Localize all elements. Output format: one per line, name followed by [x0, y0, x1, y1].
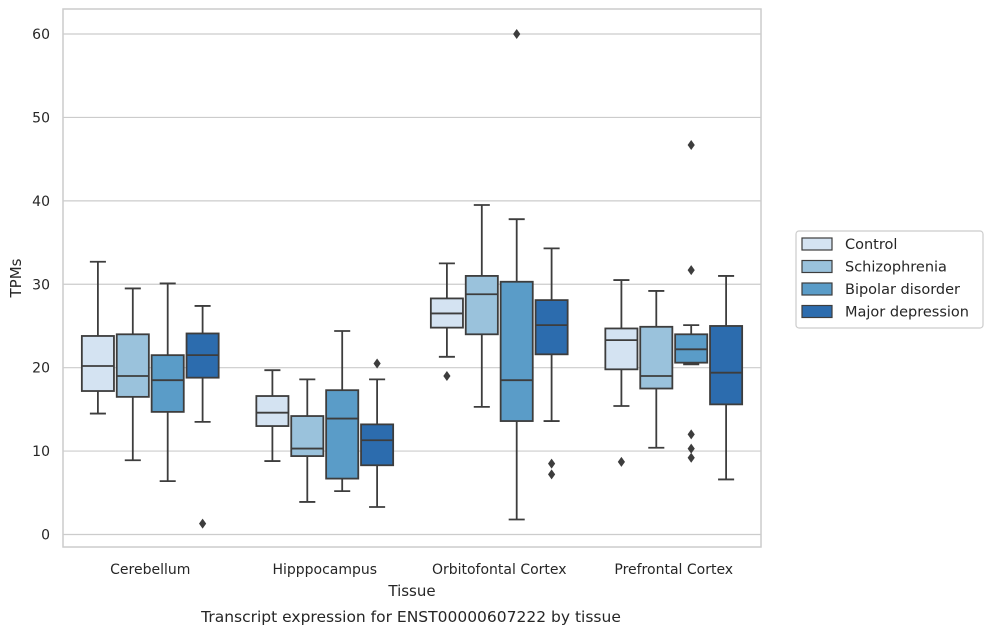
y-axis-label: TPMs	[7, 258, 25, 298]
box-3-2	[674, 139, 709, 463]
boxes-layer	[80, 29, 744, 529]
y-tick-label: 0	[41, 527, 50, 543]
legend-label: Schizophrenia	[845, 260, 947, 276]
flier-point	[687, 265, 695, 276]
legend: Control Schizophrenia Bipolar disorder Majo…	[795, 230, 984, 329]
legend-swatch	[801, 237, 833, 251]
flier-point	[687, 452, 695, 463]
legend-label: Bipolar disorder	[845, 282, 960, 298]
flier-point	[687, 429, 695, 440]
legend-swatch	[801, 259, 833, 274]
legend-swatch	[801, 304, 833, 319]
iqr-box	[290, 415, 325, 457]
flier-point	[548, 458, 556, 469]
box-0-2	[150, 282, 185, 483]
box-0-1	[115, 287, 150, 462]
box-1-1	[290, 378, 325, 503]
x-tick-labels: Cerebellum Hipppocampus Orbitofontal Corte…	[110, 562, 733, 578]
box-3-3	[709, 275, 744, 481]
x-tick-label: Orbitofontal Cortex	[432, 562, 567, 578]
x-axis-label: Tissue	[387, 582, 435, 600]
y-tick-label: 60	[32, 27, 50, 43]
y-tick-label: 30	[32, 277, 50, 293]
y-tick-label: 50	[32, 110, 50, 126]
iqr-box	[604, 327, 639, 371]
flier-point	[199, 518, 207, 529]
chart-caption: Transcript expression for ENST0000060722…	[200, 608, 621, 626]
iqr-box	[360, 423, 395, 467]
flier-point	[617, 456, 625, 467]
iqr-box	[534, 299, 569, 356]
box-1-2	[325, 330, 360, 493]
y-tick-labels: 0 10 20 30 40 50 60	[32, 27, 50, 543]
iqr-box	[464, 275, 499, 336]
flier-point	[373, 358, 381, 369]
iqr-box	[709, 325, 744, 406]
flier-point	[687, 443, 695, 454]
legend-frame	[795, 230, 984, 329]
x-tick-label: Prefrontal Cortex	[614, 562, 733, 578]
box-2-0	[429, 262, 464, 382]
box-0-3	[185, 305, 220, 529]
legend-label: Major depression	[845, 305, 969, 321]
x-tick-label: Hipppocampus	[272, 562, 377, 578]
flier-point	[513, 29, 521, 40]
iqr-box	[80, 335, 115, 392]
y-tick-label: 20	[32, 361, 50, 377]
iqr-box	[115, 333, 150, 398]
flier-point	[443, 371, 451, 382]
iqr-box	[325, 389, 360, 480]
box-3-0	[604, 279, 639, 467]
iqr-box	[150, 354, 185, 413]
legend-label: Control	[845, 237, 897, 253]
box-2-2	[499, 29, 534, 521]
box-0-0	[80, 260, 115, 415]
box-1-0	[255, 369, 290, 462]
box-3-1	[639, 290, 674, 449]
iqr-box	[499, 280, 534, 422]
flier-point	[687, 139, 695, 150]
iqr-box	[639, 325, 674, 390]
box-2-3	[534, 247, 569, 480]
plot-frame	[62, 8, 762, 548]
y-tick-label: 10	[32, 444, 50, 460]
y-tick-label: 40	[32, 194, 50, 210]
box-1-3	[360, 358, 395, 508]
x-tick-label: Cerebellum	[110, 562, 190, 578]
box-2-1	[464, 204, 499, 408]
iqr-box	[255, 395, 290, 427]
legend-swatch	[801, 282, 833, 296]
flier-point	[548, 469, 556, 480]
